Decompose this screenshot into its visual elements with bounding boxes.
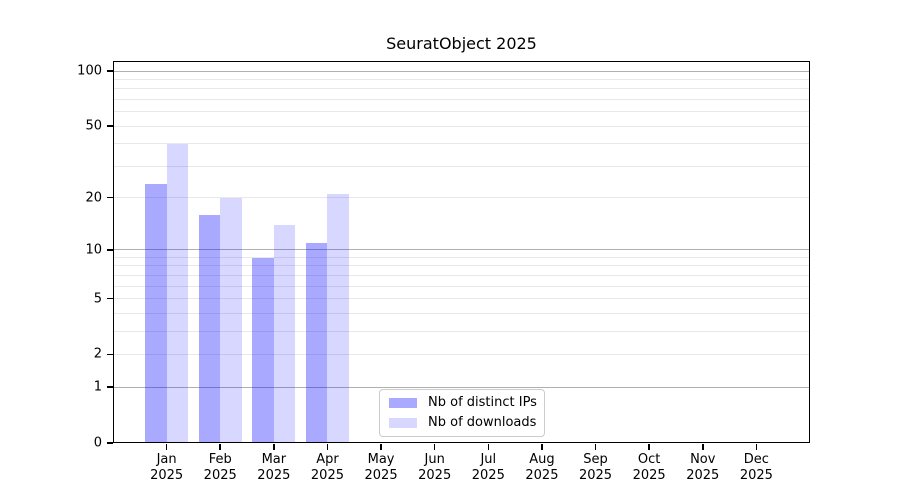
legend-swatch-distinct-ips [389, 398, 417, 408]
x-tick-mark-apr [326, 444, 329, 450]
gridline-minor-7 [113, 274, 810, 276]
bar-series0-mar [252, 257, 274, 443]
x-tick-label-mar: Mar 2025 [257, 452, 291, 483]
x-tick-label-oct: Oct 2025 [632, 452, 666, 483]
legend-swatch-downloads [389, 418, 417, 428]
plot-area: Nb of distinct IPs Nb of downloads [113, 61, 810, 443]
bar-series1-apr [327, 193, 349, 443]
bar-series0-feb [198, 214, 221, 443]
x-tick-mark-sep [594, 444, 597, 450]
x-tick-label-may: May 2025 [364, 452, 398, 483]
x-tick-mark-jun [433, 444, 436, 450]
y-tick-mark-100 [107, 70, 113, 72]
gridline-minor-3 [113, 330, 810, 332]
bar-series0-apr [306, 242, 328, 443]
y-tick-label-2: 2 [93, 346, 102, 362]
x-tick-mark-oct [648, 444, 650, 450]
legend-item-distinct-ips: Nb of distinct IPs [389, 395, 540, 411]
gridline-minor-80 [113, 88, 810, 90]
y-tick-label-5: 5 [93, 291, 102, 307]
gridline-minor-5 [113, 298, 810, 300]
gridline-minor-60 [113, 111, 810, 113]
x-tick-label-jan: Jan 2025 [150, 452, 184, 483]
y-tick-mark-10 [107, 249, 113, 251]
y-tick-label-100: 100 [77, 63, 102, 79]
gridline-minor-2 [113, 353, 810, 355]
bar-series1-mar [273, 224, 296, 443]
y-tick-mark-2 [107, 353, 113, 356]
y-tick-label-50: 50 [85, 118, 102, 134]
x-tick-mark-aug [541, 444, 543, 450]
bar-series0-jan [145, 183, 167, 443]
y-tick-mark-1 [107, 386, 113, 388]
x-tick-mark-may [380, 444, 382, 450]
legend-label-downloads: Nb of downloads [428, 415, 537, 430]
x-tick-mark-jul [487, 444, 490, 450]
x-tick-label-jun: Jun 2025 [418, 452, 452, 483]
x-tick-mark-mar [273, 444, 275, 450]
x-tick-label-sep: Sep 2025 [578, 452, 613, 483]
gridline-minor-30 [113, 165, 810, 167]
x-tick-mark-jan [165, 444, 168, 450]
x-tick-label-jul: Jul 2025 [471, 452, 505, 483]
gridline-major-10 [113, 249, 810, 251]
y-axis: 0 1 2 5 10 20 50 100 [0, 61, 113, 451]
y-tick-label-0: 0 [93, 435, 102, 451]
y-tick-mark-20 [107, 196, 113, 199]
legend: Nb of distinct IPs Nb of downloads [379, 389, 545, 437]
legend-label-distinct-ips: Nb of distinct IPs [428, 395, 537, 410]
y-tick-label-20: 20 [85, 190, 102, 206]
gridline-minor-9 [113, 256, 810, 258]
x-tick-label-apr: Apr 2025 [310, 452, 344, 483]
x-tick-label-feb: Feb 2025 [203, 452, 237, 483]
x-axis: Jan 2025 Feb 2025 Mar 2025 Apr 2025 May 2025 Jun 20… [113, 443, 810, 495]
gridline-minor-90 [113, 79, 810, 81]
gridline-minor-8 [113, 265, 810, 267]
gridline-minor-20 [113, 197, 810, 199]
x-tick-label-nov: Nov 2025 [686, 452, 720, 483]
gridline-minor-40 [113, 143, 810, 145]
x-tick-label-aug: Aug 2025 [525, 452, 559, 483]
y-tick-mark-0 [107, 442, 113, 444]
y-tick-mark-50 [107, 125, 113, 127]
bar-series1-jan [166, 143, 189, 443]
x-tick-mark-feb [219, 444, 221, 450]
gridline-minor-70 [113, 99, 810, 101]
gridline-major-1 [113, 386, 810, 388]
x-tick-mark-dec [755, 444, 758, 450]
legend-item-downloads: Nb of downloads [389, 415, 540, 431]
y-tick-label-10: 10 [85, 242, 102, 258]
gridline-minor-4 [113, 312, 810, 314]
x-tick-label-dec: Dec 2025 [739, 452, 773, 483]
gridline-major-100 [113, 70, 810, 72]
gridline-minor-6 [113, 285, 810, 287]
gridline-minor-50 [113, 125, 810, 127]
y-tick-mark-5 [107, 297, 113, 300]
y-tick-label-1: 1 [93, 379, 102, 395]
x-tick-mark-nov [702, 444, 704, 450]
chart-title: SeuratObject 2025 [386, 34, 537, 53]
bar-series1-feb [220, 197, 242, 443]
